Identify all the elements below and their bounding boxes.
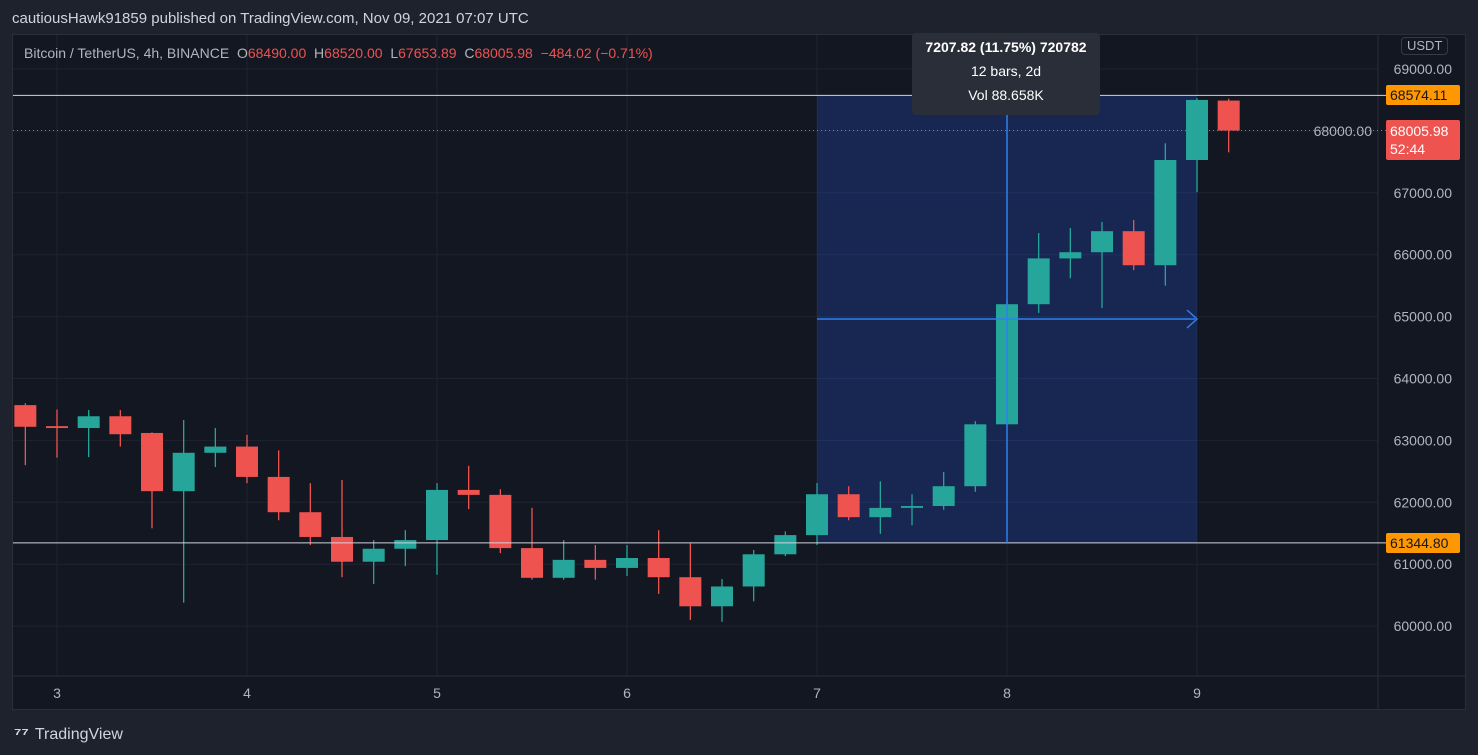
- low-label: L: [390, 45, 399, 61]
- candle-up: [362, 548, 385, 562]
- price-tick-label: 64000.00: [1394, 371, 1453, 387]
- candle-up: [1154, 159, 1177, 266]
- candle-up: [204, 446, 227, 453]
- candle-up: [711, 586, 734, 607]
- price-tick-label: 68000.00: [1314, 123, 1373, 139]
- time-tick-label: 4: [243, 685, 251, 701]
- candle-up: [774, 535, 797, 555]
- arrow-right-icon: [1186, 309, 1199, 329]
- candle-up: [869, 507, 892, 518]
- symbol-legend: Bitcoin / TetherUS, 4h, BINANCE O68490.0…: [24, 45, 653, 61]
- candle-up: [552, 559, 575, 578]
- candle-up: [77, 416, 100, 429]
- change-value: −484.02 (−0.71%): [540, 45, 653, 61]
- candle-up: [932, 486, 955, 507]
- close-label: C: [464, 45, 475, 61]
- candle-up: [616, 558, 639, 568]
- candle-up: [742, 554, 765, 587]
- candle-down: [1122, 231, 1145, 266]
- high-label: H: [314, 45, 325, 61]
- candle-down: [109, 416, 132, 435]
- price-tick-label: 66000.00: [1394, 247, 1453, 263]
- candle-down: [521, 548, 544, 578]
- tradingview-logo[interactable]: ⁷⁷ TradingView: [14, 724, 123, 745]
- candle-up: [1027, 258, 1050, 305]
- candle-down: [584, 559, 607, 568]
- candle-up: [1059, 252, 1082, 259]
- last-price: 68005.98: [1390, 123, 1449, 139]
- time-tick-label: 7: [813, 685, 821, 701]
- time-tick-label: 9: [1193, 685, 1201, 701]
- candle-up: [901, 506, 924, 508]
- candle-down: [14, 405, 37, 427]
- candle-down: [837, 494, 860, 518]
- publish-info: cautiousHawk91859 published on TradingVi…: [12, 10, 529, 27]
- high-value: 68520.00: [324, 45, 383, 61]
- candle-down: [679, 577, 702, 607]
- price-tick-label: 62000.00: [1394, 494, 1453, 510]
- tv-logo-icon: ⁷⁷: [14, 724, 29, 744]
- measure-bars: 12 bars, 2d: [970, 63, 1042, 79]
- brand-name: TradingView: [34, 725, 123, 743]
- last-price-tag: 68005.98 52:44: [1386, 120, 1460, 160]
- price-tick-label: 60000.00: [1394, 618, 1453, 634]
- measure-volume: Vol 88.658K: [968, 87, 1044, 103]
- low-value: 67653.89: [398, 45, 457, 61]
- measure-change: 7207.82 (11.75%) 720782: [925, 39, 1087, 55]
- time-tick-label: 3: [53, 685, 61, 701]
- time-tick-label: 6: [623, 685, 631, 701]
- open-value: 68490.00: [247, 45, 307, 61]
- close-value: 68005.98: [474, 45, 533, 61]
- candle-up: [1186, 99, 1209, 160]
- lower-price-tag: 61344.80: [1386, 533, 1460, 553]
- candle-down: [647, 558, 670, 578]
- price-tick-label: 69000.00: [1394, 61, 1453, 77]
- candle-down: [331, 536, 354, 562]
- open-label: O: [236, 45, 248, 61]
- price-tick-label: 65000.00: [1394, 309, 1453, 325]
- candle-up: [806, 494, 829, 536]
- candle-down: [46, 426, 68, 429]
- time-tick-label: 5: [433, 685, 441, 701]
- candle-down: [1217, 100, 1240, 131]
- candle-up: [426, 489, 449, 541]
- candle-down: [141, 432, 164, 492]
- candle-down: [457, 489, 480, 495]
- candle-up: [172, 452, 195, 492]
- time-tick-label: 8: [1003, 685, 1011, 701]
- currency-button[interactable]: USDT: [1401, 37, 1449, 55]
- candle-up: [1091, 231, 1114, 253]
- candle-down: [489, 494, 512, 549]
- candle-up: [964, 424, 987, 487]
- chart-frame[interactable]: [12, 34, 1466, 710]
- candle-down: [236, 446, 259, 477]
- candle-down: [299, 512, 322, 537]
- measure-tooltip: 7207.82 (11.75%) 720782 12 bars, 2d Vol …: [912, 33, 1100, 115]
- candle-down: [267, 476, 290, 513]
- price-tick-label: 63000.00: [1394, 432, 1453, 448]
- price-tick-label: 67000.00: [1394, 185, 1453, 201]
- symbol-name: Bitcoin / TetherUS, 4h, BINANCE: [24, 45, 230, 61]
- price-tick-label: 61000.00: [1394, 556, 1453, 572]
- upper-price-tag: 68574.11: [1386, 85, 1460, 105]
- bar-countdown: 52:44: [1390, 141, 1426, 157]
- candle-up: [394, 540, 417, 549]
